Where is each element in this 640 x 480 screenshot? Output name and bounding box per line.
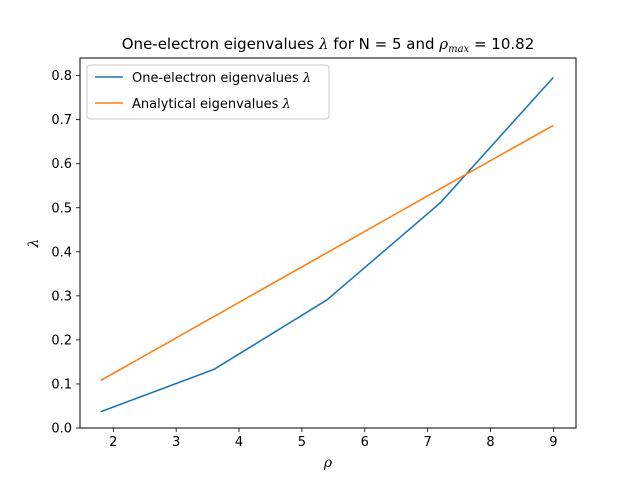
x-tick-label: 6 xyxy=(361,435,369,450)
x-tick-label: 7 xyxy=(423,435,431,450)
x-tick-label: 9 xyxy=(549,435,557,450)
y-tick-label: 0.4 xyxy=(51,245,72,260)
x-tick-label: 3 xyxy=(172,435,180,450)
x-tick-label: 2 xyxy=(109,435,117,450)
y-tick-label: 0.5 xyxy=(51,201,72,216)
series-line-1 xyxy=(100,76,554,413)
plot-frame xyxy=(79,57,577,429)
y-tick-label: 0.6 xyxy=(51,157,72,172)
legend-box xyxy=(86,64,330,120)
y-tick-label: 0.3 xyxy=(51,289,72,304)
series-line-2 xyxy=(100,124,554,382)
y-tick-label: 0.7 xyxy=(51,113,72,128)
series-layer xyxy=(100,76,554,413)
x-axis-ticks: 2 3 4 5 6 7 8 9 xyxy=(109,428,558,450)
y-tick-label: 0.2 xyxy=(51,333,72,348)
legend-label-series-2: Analytical eigenvalues λ xyxy=(132,97,291,112)
y-tick-label: 0.1 xyxy=(51,377,72,392)
y-tick-label: 0.0 xyxy=(51,422,72,437)
legend: One-electron eigenvalues λ Analytical ei… xyxy=(86,64,330,120)
x-axis-label: ρ xyxy=(323,455,333,471)
y-axis-ticks: 0.0 0.1 0.2 0.3 0.4 0.5 0.6 0.7 0.8 xyxy=(51,69,80,437)
x-tick-label: 4 xyxy=(235,435,243,450)
legend-label-series-1: One-electron eigenvalues λ xyxy=(132,71,311,86)
chart-title: One-electron eigenvalues λ for N = 5 and… xyxy=(122,35,535,55)
x-tick-label: 8 xyxy=(486,435,494,450)
x-tick-label: 5 xyxy=(298,435,306,450)
y-tick-label: 0.8 xyxy=(51,69,72,84)
y-axis-label: λ xyxy=(26,239,42,249)
